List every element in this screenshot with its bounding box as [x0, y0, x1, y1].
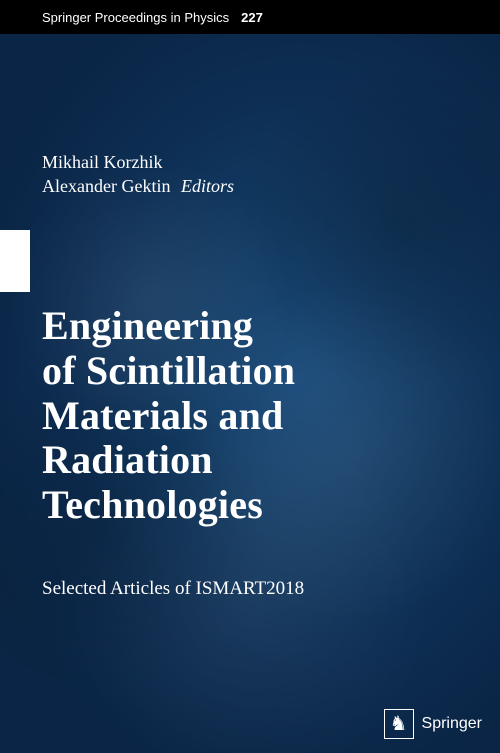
series-name: Springer Proceedings in Physics [42, 10, 229, 25]
editor-line-2: Alexander Gektin Editors [42, 174, 234, 198]
series-number: 227 [241, 10, 263, 25]
editors-role-label: Editors [181, 176, 234, 196]
editor-line-1: Mikhail Korzhik [42, 150, 234, 174]
book-title: Engineering of Scintillation Materials a… [42, 304, 462, 528]
editor-name: Alexander Gektin [42, 176, 170, 196]
publisher-block: ♞ Springer [384, 709, 482, 739]
editors-block: Mikhail Korzhik Alexander Gektin Editors [42, 150, 234, 199]
publisher-logo-icon: ♞ [384, 709, 414, 739]
editor-name: Mikhail Korzhik [42, 152, 162, 172]
title-line: Engineering [42, 304, 462, 349]
book-cover: Springer Proceedings in Physics 227 Mikh… [0, 0, 500, 753]
series-header: Springer Proceedings in Physics 227 [0, 0, 500, 34]
title-line: Materials and [42, 394, 462, 439]
title-line: Technologies [42, 483, 462, 528]
horse-icon: ♞ [390, 714, 408, 734]
title-line: of Scintillation [42, 349, 462, 394]
publisher-name: Springer [422, 715, 482, 733]
title-line: Radiation [42, 438, 462, 483]
spine-tab [0, 230, 30, 292]
book-subtitle: Selected Articles of ISMART2018 [42, 578, 304, 600]
